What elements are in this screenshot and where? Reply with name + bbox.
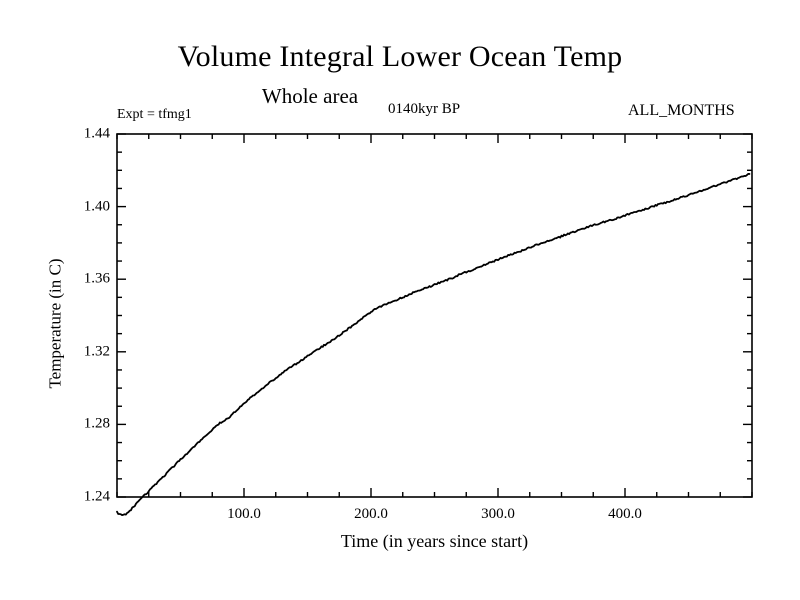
axis-frame xyxy=(116,133,753,498)
x-axis-title: Time (in years since start) xyxy=(340,531,529,551)
y-axis-tick-labels: 1.24 1.28 1.32 1.36 1.40 1.44 xyxy=(52,0,110,600)
y-tick-label: 1.36 xyxy=(83,270,110,287)
x-tick-label: 400.0 xyxy=(608,506,642,522)
temperature-series-line xyxy=(116,172,751,516)
page-title: Volume Integral Lower Ocean Temp xyxy=(177,40,623,73)
x-tick-label: 100.0 xyxy=(227,506,261,522)
x-axis-tick-labels: 100.0 200.0 300.0 400.0 xyxy=(0,506,800,536)
experiment-label: Expt = tfmg1 xyxy=(117,107,192,122)
x-tick-label: 300.0 xyxy=(481,506,515,522)
y-tick-label: 1.28 xyxy=(83,415,110,432)
period-label: 0140kyr BP xyxy=(388,101,461,117)
x-tick-label: 200.0 xyxy=(354,506,388,522)
months-label: ALL_MONTHS xyxy=(628,102,735,119)
y-tick-label: 1.44 xyxy=(83,125,110,142)
y-tick-label: 1.32 xyxy=(83,343,110,360)
chart-subtitle: Whole area xyxy=(261,84,359,108)
y-tick-label: 1.40 xyxy=(83,198,110,215)
y-tick-label: 1.24 xyxy=(83,488,110,505)
axis-tick-marks xyxy=(116,133,753,498)
